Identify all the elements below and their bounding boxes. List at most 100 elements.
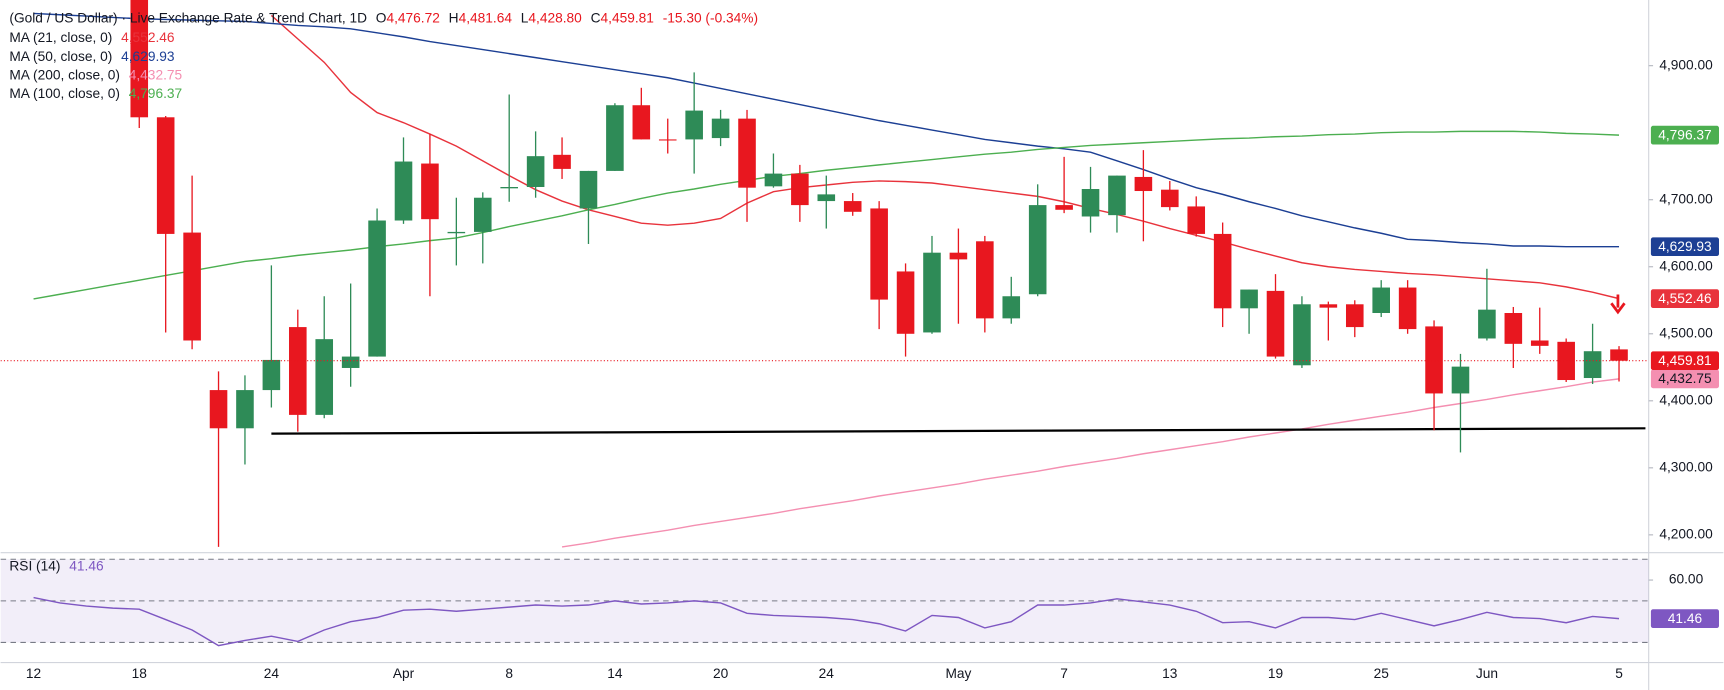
price-badge: [1650, 289, 1720, 308]
candle-body: [183, 232, 201, 341]
legend-change: -15.30 (-0.34%): [663, 10, 758, 25]
legend-ohlc-prefix: L: [521, 10, 529, 25]
candle-body: [289, 327, 307, 415]
candle-body: [368, 220, 386, 357]
x-tick-label: 7: [1060, 666, 1068, 681]
candle-body: [1398, 287, 1417, 330]
legend-ohlc-prefix: O: [376, 10, 387, 25]
candle-body: [1583, 351, 1602, 379]
price-badge-label: 4,432.75: [1658, 371, 1712, 386]
moving-average-line: [561, 378, 1620, 548]
candle-body: [1134, 176, 1153, 192]
x-tick-label: Apr: [393, 666, 415, 681]
candle-body: [394, 161, 413, 221]
y-tick-label: 4,300.00: [1659, 459, 1713, 474]
candle-body: [896, 271, 915, 334]
legend-ohlc-value: 4,476.72: [386, 10, 439, 25]
x-tick-label: 24: [819, 666, 835, 681]
price-badge-label: 4,796.37: [1658, 127, 1711, 142]
candle-body: [632, 105, 651, 140]
candle-body: [1028, 205, 1047, 295]
candle-body: [421, 163, 439, 220]
legend-rsi-value: 41.46: [69, 559, 104, 574]
candle-body: [1451, 366, 1470, 394]
candle-body: [1557, 341, 1575, 381]
candle-body: [738, 118, 756, 188]
x-tick-label: 18: [132, 666, 148, 681]
candle-body: [341, 356, 360, 368]
candle-body: [764, 173, 783, 187]
x-tick-label: 20: [713, 666, 729, 681]
rsi-badge-label: 41.46: [1668, 611, 1703, 626]
candle-body: [1478, 309, 1496, 339]
candle-body: [1108, 175, 1126, 216]
candle-body: [553, 154, 571, 169]
candle-body: [473, 197, 492, 232]
candle-body: [711, 118, 730, 139]
legend-ma-name: MA (50, close, 0): [9, 49, 112, 64]
legend-ohlc-value: 4,459.81: [601, 10, 654, 25]
candle-body: [1293, 304, 1311, 366]
candle-body: [500, 186, 518, 189]
legend-ohlc-value: 4,481.64: [459, 10, 513, 25]
moving-average-line: [270, 14, 1620, 300]
legend-ohlc-prefix: C: [591, 10, 601, 25]
rsi-pane: [0, 558, 1649, 647]
y-tick-label: 4,500.00: [1659, 325, 1713, 340]
candle-body: [1213, 233, 1232, 309]
y-tick-label: 4,900.00: [1659, 57, 1713, 72]
candle-body: [236, 390, 254, 429]
price-badge: [1650, 237, 1720, 257]
down-arrow: [1610, 294, 1626, 315]
candle-body: [658, 139, 677, 141]
y-tick-label: 4,200.00: [1659, 526, 1713, 541]
y-tick-label: 4,700.00: [1659, 191, 1713, 206]
candle-body: [315, 339, 334, 415]
candle-body: [1425, 326, 1443, 394]
legend-ma-name: MA (21, close, 0): [9, 30, 112, 45]
x-tick-label: 5: [1615, 666, 1623, 681]
candle-body: [870, 208, 888, 300]
candle-body: [130, 0, 149, 118]
candle-body: [1319, 304, 1338, 308]
candle-body: [209, 390, 228, 429]
legend-ohlc-value: 4,428.80: [528, 10, 582, 25]
y-tick-label: 4,600.00: [1659, 258, 1713, 273]
candle-body: [1530, 340, 1549, 346]
candle-body: [1504, 313, 1523, 344]
legend-ma-name: MA (100, close, 0): [9, 86, 120, 101]
legend-ma-value: 4,552.46: [121, 30, 175, 45]
legend-ohlc-prefix: H: [449, 10, 459, 25]
candle-body: [606, 105, 624, 171]
rsi-tick-label: 60.00: [1669, 572, 1704, 587]
moving-average-line: [33, 130, 1620, 300]
candle-body: [579, 170, 598, 209]
legend-rsi-name: RSI (14): [9, 559, 60, 574]
candle-body: [843, 201, 862, 212]
legend-ma-value: 4,432.75: [129, 67, 183, 82]
x-tick-label: Jun: [1476, 666, 1498, 681]
candle-body: [156, 117, 175, 234]
support-trendline: [271, 427, 1646, 435]
candle-body: [1081, 189, 1100, 217]
x-tick-label: 12: [26, 666, 41, 681]
candle-body: [1240, 289, 1258, 309]
x-tick-label: 8: [505, 666, 513, 681]
legend-ma-value: 4,629.93: [121, 49, 175, 64]
overlay: 4,200.00 4,300.00 4,400.00 4,500.00 4,600.00…: [9, 10, 1720, 681]
candle-body: [1372, 287, 1390, 314]
candle-body: [1266, 290, 1285, 357]
candle-body: [1187, 206, 1206, 234]
x-tick-label: May: [945, 666, 971, 681]
candle-body: [791, 173, 809, 206]
candle-body: [685, 110, 703, 140]
candle-body: [976, 241, 994, 319]
candle-body: [1345, 304, 1364, 328]
candle-body: [1610, 349, 1628, 361]
price-badge-label: 4,459.81: [1658, 353, 1711, 368]
x-tick-label: 14: [607, 666, 623, 681]
x-tick-label: 13: [1162, 666, 1178, 681]
legend-ma-value: 4,796.37: [129, 86, 182, 101]
price-badge-label: 4,552.46: [1658, 291, 1712, 306]
